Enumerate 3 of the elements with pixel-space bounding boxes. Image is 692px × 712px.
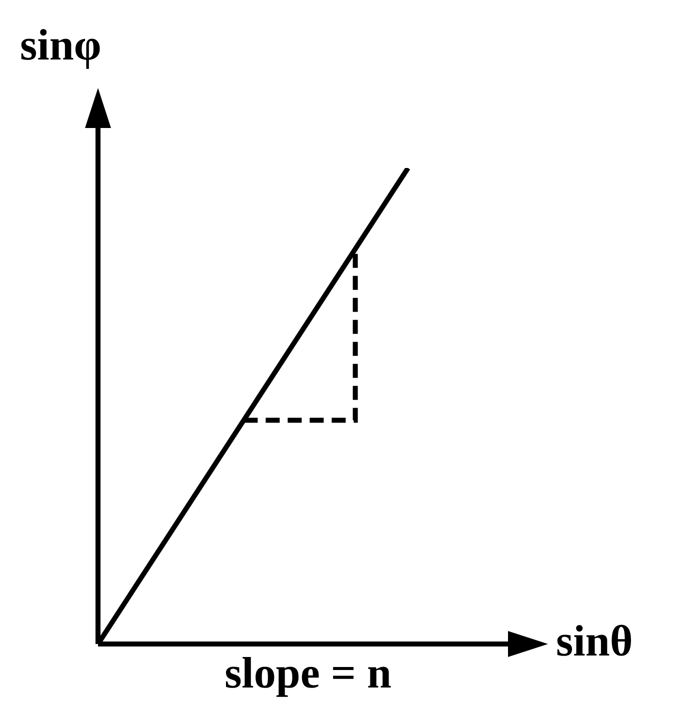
x-axis-title: sinθ	[556, 616, 633, 666]
y-axis-title: sinφ	[20, 20, 102, 70]
text: slope = n	[224, 648, 392, 698]
